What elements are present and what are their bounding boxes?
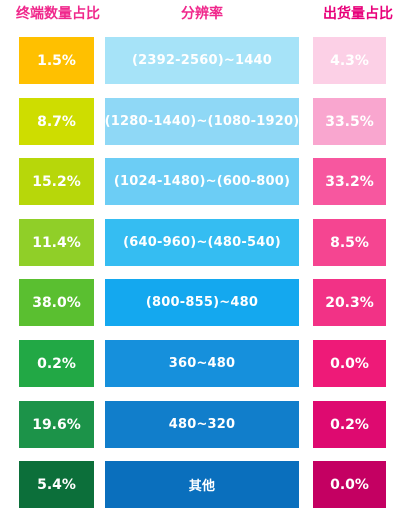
terminal-share-cell: 8.7%	[19, 98, 94, 145]
shipment-share-cell: 20.3%	[313, 279, 386, 326]
shipment-share-cell: 33.2%	[313, 158, 386, 205]
resolution-cell: 360~480	[105, 340, 299, 387]
resolution-cell: (800-855)~480	[105, 279, 299, 326]
terminal-share-cell: 15.2%	[19, 158, 94, 205]
resolution-cell: (640-960)~(480-540)	[105, 219, 299, 266]
terminal-share-cell: 0.2%	[19, 340, 94, 387]
resolution-cell: (1280-1440)~(1080-1920)	[105, 98, 299, 145]
resolution-cell: (1024-1480)~(600-800)	[105, 158, 299, 205]
terminal-share-cell: 11.4%	[19, 219, 94, 266]
header-terminal-share: 终端数量占比	[16, 6, 100, 22]
terminal-share-cell: 38.0%	[19, 279, 94, 326]
shipment-share-cell: 8.5%	[313, 219, 386, 266]
shipment-share-cell: 4.3%	[313, 37, 386, 84]
resolution-cell: 480~320	[105, 401, 299, 448]
terminal-share-cell: 19.6%	[19, 401, 94, 448]
shipment-share-cell: 0.0%	[313, 461, 386, 508]
terminal-share-cell: 5.4%	[19, 461, 94, 508]
shipment-share-cell: 33.5%	[313, 98, 386, 145]
shipment-share-cell: 0.0%	[313, 340, 386, 387]
resolution-cell: (2392-2560)~1440	[105, 37, 299, 84]
header-shipment-share: 出货量占比	[323, 6, 393, 22]
shipment-share-cell: 0.2%	[313, 401, 386, 448]
header-resolution: 分辨率	[181, 6, 223, 22]
resolution-cell: 其他	[105, 461, 299, 508]
terminal-share-cell: 1.5%	[19, 37, 94, 84]
